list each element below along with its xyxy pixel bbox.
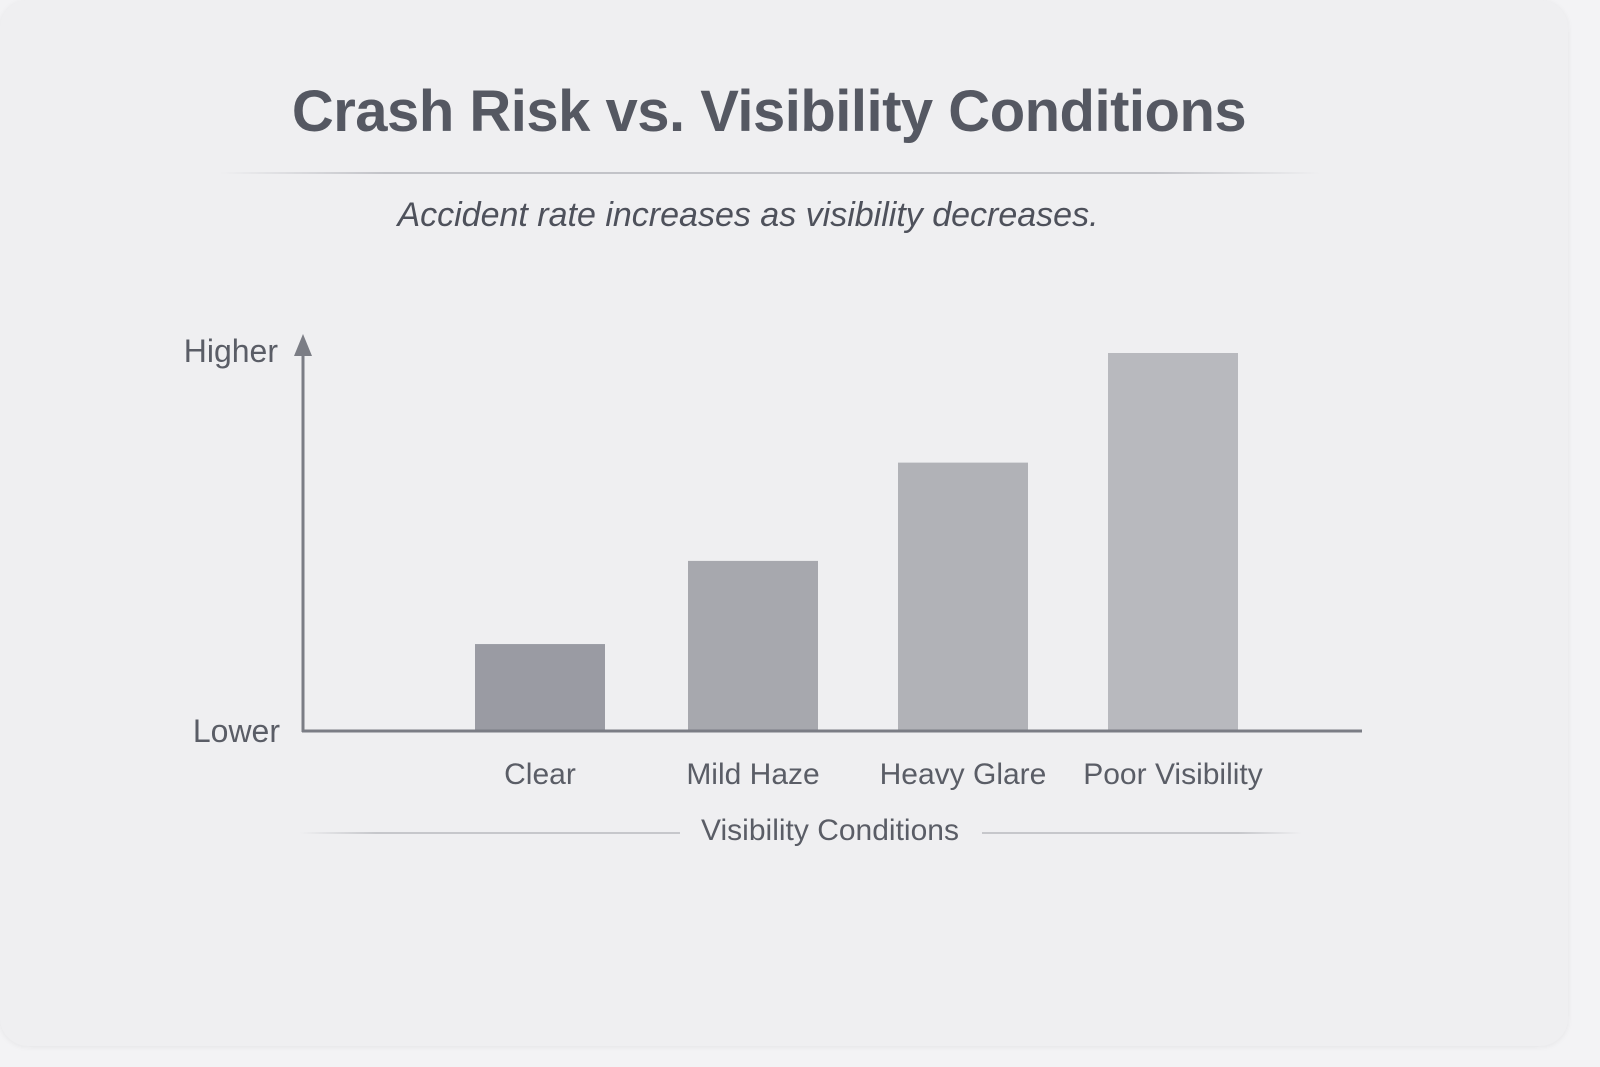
x-tick-label: Mild Haze: [686, 758, 819, 791]
y-axis-arrow: [294, 334, 312, 356]
chart-card: Crash Risk vs. Visibility Conditions Acc…: [183, 79, 1362, 847]
chart-title: Crash Risk vs. Visibility Conditions: [291, 79, 1247, 144]
bar-mild-haze: [688, 560, 818, 731]
bar-chart: Clear Mild Haze Heavy Glare Poor Visibility…: [184, 333, 1362, 791]
bar-poor-visibility: [1108, 353, 1238, 731]
x-axis-title: Visibility Conditions: [701, 814, 959, 847]
x-tick-labels: Clear Mild Haze Heavy Glare Poor Visibility: [504, 758, 1263, 791]
x-axis-title-rule-right: [982, 832, 1302, 834]
x-tick-label: Heavy Glare: [880, 758, 1047, 791]
y-high-label: Higher: [184, 333, 279, 369]
bars-group: [475, 353, 1238, 731]
x-axis-title-rule-left: [300, 832, 680, 834]
y-low-label: Lower: [193, 713, 281, 749]
bar-heavy-glare: [898, 462, 1028, 731]
x-tick-label: Clear: [504, 758, 576, 791]
bar-clear: [475, 644, 605, 731]
x-tick-label: Poor Visibility: [1083, 758, 1263, 791]
title-divider: [220, 172, 1320, 174]
chart-subtitle: Accident rate increases as visibility de…: [397, 196, 1099, 234]
